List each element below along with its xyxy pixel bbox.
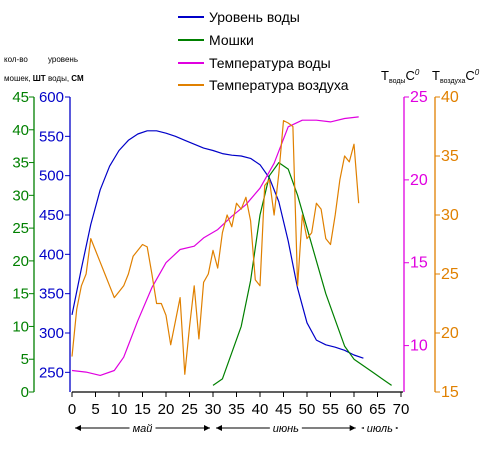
- water_temp-header-sub: воды: [389, 78, 406, 85]
- air_temp-header-unit: C: [465, 68, 474, 83]
- midges-tick-label: 45: [12, 89, 29, 106]
- legend-label-0: Уровень воды: [209, 9, 300, 25]
- x-tick-label: 5: [91, 401, 99, 418]
- month-arrow-head-left: [75, 425, 81, 431]
- x-tick-label: 35: [228, 401, 245, 418]
- x-tick-label: 15: [134, 401, 151, 418]
- air_temp-tick-label: 30: [441, 207, 459, 224]
- midges-header-unit: ШТ: [31, 74, 46, 83]
- axes: 0 5 10 15 20 25 30 35 40 45 50 55 60 65 70051015202530…: [12, 89, 459, 418]
- midges-header-text: мошек,: [4, 74, 31, 83]
- midges-tick-label: 5: [21, 351, 29, 368]
- level-tick-label: 550: [39, 128, 64, 145]
- air_temp-tick-label: 35: [441, 148, 459, 165]
- x-tick-label: 70: [393, 401, 410, 418]
- month-label-bg: [269, 420, 302, 434]
- x-tick-label: 0: [68, 401, 76, 418]
- month-label: июль: [367, 423, 393, 435]
- x-tick-label: 55: [322, 401, 339, 418]
- midges-header-line1: кол-во: [4, 55, 28, 64]
- water_temp-header-unit: C: [405, 68, 414, 83]
- series-line-3: [71, 119, 360, 375]
- air_temp-tick-label: 40: [441, 89, 459, 106]
- level-tick-label: 500: [39, 168, 64, 185]
- month-arrow-head-right: [204, 425, 210, 431]
- air_temp-header-sub: воздуха: [440, 78, 466, 85]
- x-tick-label: 40: [252, 401, 269, 418]
- x-tick-label: 30: [205, 401, 222, 418]
- level-tick-label: 400: [39, 246, 64, 263]
- month-span-1: июнь: [216, 420, 356, 435]
- level-tick-label: 600: [39, 89, 64, 106]
- x-tick-label: 25: [181, 401, 198, 418]
- water_temp-header-main: T: [381, 68, 389, 83]
- level-tick-label: 450: [39, 207, 64, 224]
- x-tick-label: 60: [346, 401, 363, 418]
- legend-label-1: Мошки: [209, 32, 254, 48]
- midges-tick-label: 0: [21, 384, 29, 401]
- air_temp-header-main: T: [432, 68, 440, 83]
- month-span-0: май: [75, 420, 210, 435]
- water_temp-tick-label: 10: [410, 338, 428, 355]
- month-arrow-head-right: [349, 425, 356, 431]
- level-header-text: воды,: [48, 74, 69, 83]
- air_temp-tick-label: 20: [441, 325, 459, 342]
- month-span-2: июль: [361, 420, 398, 435]
- midges-header-line2: мошек, ШТ: [4, 74, 46, 83]
- water_temp-tick-label: 25: [410, 89, 428, 106]
- air_temp-header: TвоздухаC0: [432, 68, 480, 85]
- x-tick-label: 50: [299, 401, 316, 418]
- legend: Уровень воды Мошки Температура воды Темпера…: [178, 9, 349, 93]
- midges-tick-label: 10: [12, 318, 29, 335]
- level-tick-label: 300: [39, 325, 64, 342]
- water_temp-tick-label: 15: [410, 255, 428, 272]
- month-arrow-head-left: [216, 425, 222, 431]
- midges-tick-label: 20: [12, 253, 29, 270]
- x-tick-label: 65: [369, 401, 386, 418]
- legend-label-3: Температура воздуха: [209, 77, 349, 93]
- water_temp-header-sup: 0: [415, 68, 420, 77]
- month-label-bg: [363, 420, 396, 434]
- level-header-line1: уровень: [48, 55, 78, 64]
- midges-tick-label: 15: [12, 286, 29, 303]
- water_temp-tick-label: 20: [410, 172, 428, 189]
- midges-tick-label: 25: [12, 220, 29, 237]
- air_temp-header-sup: 0: [475, 68, 480, 77]
- series-layer: [71, 116, 392, 386]
- x-tick-label: 10: [111, 401, 128, 418]
- month-label: май: [133, 423, 153, 435]
- midges-tick-label: 40: [12, 122, 29, 139]
- legend-label-2: Температура воды: [209, 55, 331, 71]
- air_temp-tick-label: 25: [441, 266, 459, 283]
- level-header-unit: СМ: [69, 74, 84, 83]
- series-line-0: [71, 130, 364, 359]
- x-tick-label: 20: [158, 401, 175, 418]
- level-header-line2: воды, СМ: [48, 74, 84, 83]
- water_temp-header: TводыC0: [381, 68, 420, 85]
- x-tick-label: 45: [275, 401, 292, 418]
- month-label: июнь: [273, 423, 299, 435]
- level-tick-label: 250: [39, 364, 64, 381]
- midges-tick-label: 35: [12, 155, 29, 172]
- level-tick-label: 350: [39, 286, 64, 303]
- midges-tick-label: 30: [12, 187, 29, 204]
- series-line-2: [71, 116, 359, 376]
- month-label-bg: [129, 420, 156, 434]
- series-line-1: [212, 162, 392, 386]
- air_temp-tick-label: 15: [441, 384, 459, 401]
- month-labels: май июнь июль: [75, 420, 398, 435]
